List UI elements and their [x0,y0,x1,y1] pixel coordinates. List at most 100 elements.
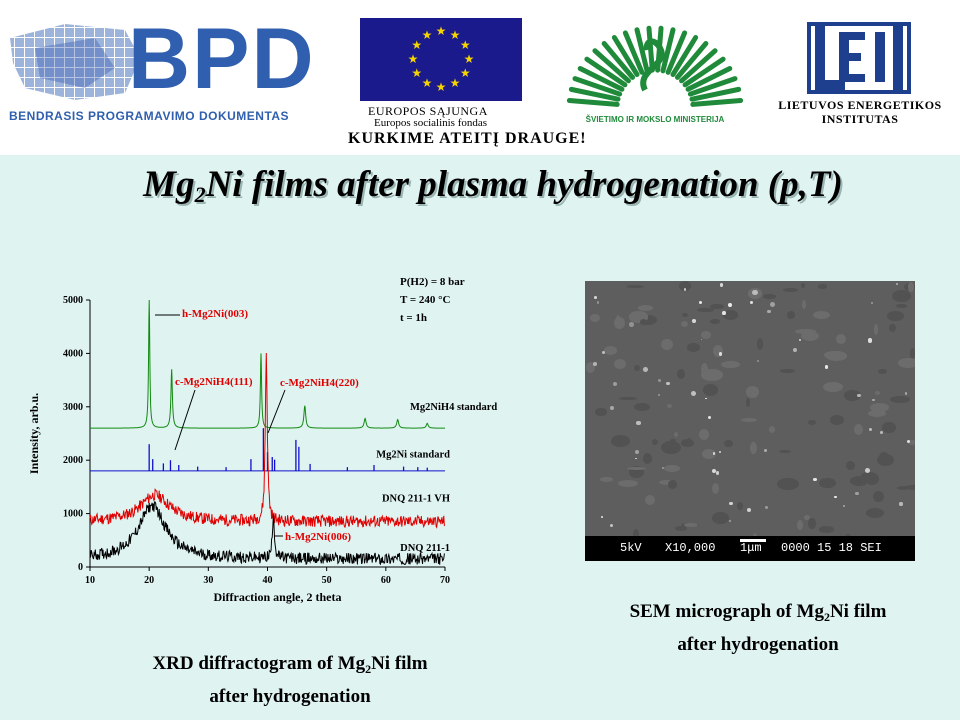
annotation-arrow [267,389,286,434]
sem-texture-patch [888,323,897,332]
sem-texture-patch [626,284,645,289]
sem-texture-patch [907,439,915,446]
sem-texture-patch [878,452,890,463]
sem-texture-patch [724,439,733,448]
sem-texture-patch [872,490,884,502]
sem-code: 0000 15 18 SEI [781,541,882,555]
sem-particle [764,506,769,510]
sun-ray [679,48,718,84]
sem-texture-patch [768,425,775,433]
annotation-arrow [174,389,196,451]
sem-texture-patch [702,383,719,396]
series-label: DNQ 211-1 [400,543,450,554]
sun-ray [566,97,620,107]
sem-texture-patch [633,528,639,541]
sem-texture-patch [882,422,896,433]
eu-line2: Europos socialinis fondas [374,117,488,129]
sem-texture-patch [808,419,817,426]
sem-texture-patch [783,288,799,293]
eu-star-icon: ★ [460,38,471,52]
sem-texture-patch [712,512,729,524]
x-tick-label: 10 [85,575,95,586]
sem-texture-patch [750,442,758,455]
sem-texture-patch [887,310,904,321]
sem-texture-patch [844,390,862,401]
header-banner: BPD BENDRASIS PROGRAMAVIMO DOKUMENTAS ★ ★… [0,0,960,155]
sem-particle [769,302,775,308]
sem-texture-patch [777,477,799,490]
sem-texture-patch [710,304,724,310]
sem-texture-patch [830,415,844,425]
xrd-chart: 10 20 30 40 50 60 70 0 1000 2000 3000 4000 5000 Diffr… [27,276,497,604]
sem-particle [722,311,726,315]
sun-ray [568,86,621,102]
sun-ray [646,25,655,73]
sem-texture-patch [896,303,907,308]
sun-ray [670,34,699,78]
sem-particle [657,393,660,396]
sem-texture-patch [667,480,677,490]
series-label: DNQ 211-1 VH [382,493,450,504]
series-label: Mg2Ni standard [376,450,450,461]
sem-texture-patch [697,307,714,313]
sem-texture-patch [870,402,889,412]
sem-texture-patch [659,479,676,485]
sun-ray [622,30,645,75]
sem-particle [719,283,724,287]
sem-texture-patch [808,517,816,529]
ministry-logo: ŠVIETIMO IR MOKSLO MINISTERIJA [565,20,745,130]
sun-ray [577,66,625,92]
sem-texture-patch [619,396,637,401]
sem-texture-patch [701,362,709,376]
sem-texture-patch [669,438,677,443]
sem-caption-line1: SEM micrograph of Mg2Ni film [629,601,887,624]
y-tick-label: 4000 [63,348,83,359]
sem-texture-patch [849,475,868,486]
eu-star-icon: ★ [411,38,422,52]
condition-label: t = 1h [400,312,427,324]
sem-texture-patch [801,330,820,341]
sun-ray [660,27,676,74]
sem-texture-patch [723,310,738,320]
sem-particle [700,338,703,341]
sun-ray [674,40,709,80]
sem-texture-patch [867,409,886,417]
sem-texture-patch [802,299,807,309]
sem-caption-line2: after hydrogenation [677,634,839,655]
sem-particle [842,505,845,508]
sem-texture-patch [746,385,759,398]
peak-annotation: c-Mg2NiH4(111) [175,376,253,388]
sem-texture-patch [594,407,607,417]
sem-particle [690,390,696,396]
xrd-caption-line2: after hydrogenation [209,686,371,707]
sem-texture-patch [681,320,688,327]
sun-ray [611,34,640,78]
sem-particle [601,350,606,355]
sem-particle [661,466,665,470]
eu-logo: ★ ★ ★ ★ ★ ★ ★ ★ ★ ★ ★ ★ EUROPOS SĄJUNGA Europos soc… [360,18,525,129]
sem-texture-patch [835,334,847,345]
sem-texture-patch [700,330,711,340]
eu-star-icon: ★ [436,80,447,94]
sem-texture-patch [818,477,837,488]
sem-particle [872,398,875,402]
sem-texture-patch [853,424,864,436]
sem-particle [899,502,903,506]
sun-ray [572,76,623,97]
sun-ray [685,66,733,92]
sem-texture-patch [711,482,719,494]
slide-title: Mg2Ni films after plasma hydrogenation (… [0,163,960,208]
sem-texture-patch [890,395,910,404]
sem-particle [747,507,752,512]
sem-texture-patch [638,305,653,312]
sem-texture-patch [800,282,806,288]
sem-texture-patch [686,342,701,352]
sem-caption: SEM micrograph of Mg2Ni film after hydro… [558,598,958,658]
sem-particle [609,405,614,410]
condition-label: P(H2) = 8 bar [400,276,465,288]
sem-texture-patch [652,439,659,446]
sem-texture-patch [613,317,625,330]
sem-particle [718,352,723,356]
sem-particle [868,427,872,432]
eu-star-icon: ★ [464,52,475,66]
